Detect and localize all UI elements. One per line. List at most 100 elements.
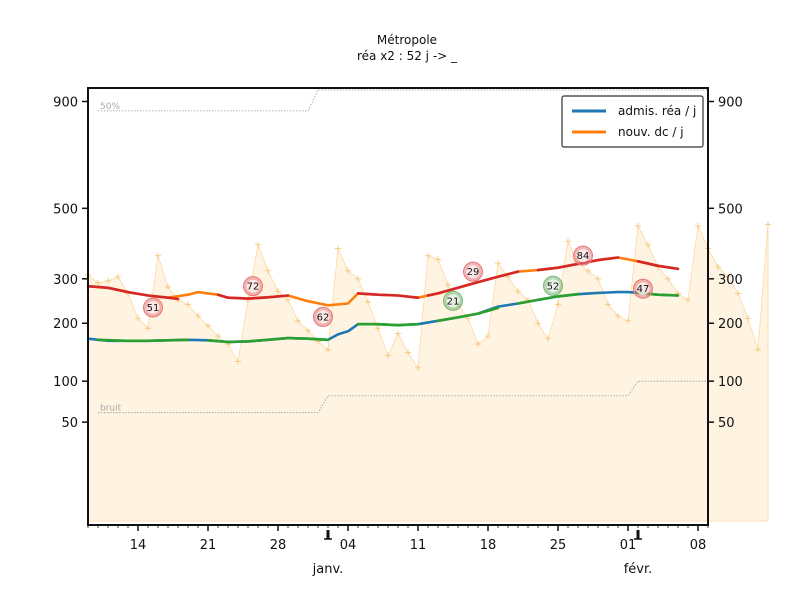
annotation-label: 62	[317, 312, 330, 323]
reference-line-bruit	[98, 380, 708, 414]
daily-point	[185, 301, 191, 308]
daily-point	[375, 325, 381, 332]
daily-point	[145, 325, 151, 332]
month-label: févr.	[624, 562, 653, 577]
chart-title: Métropole	[377, 33, 437, 47]
trend-segment	[356, 322, 420, 327]
daily-point	[405, 349, 411, 356]
daily-point	[735, 290, 741, 297]
daily-point	[385, 352, 391, 359]
annotation-label: 84	[577, 251, 590, 262]
reference-label-bruit: bruit	[100, 404, 122, 414]
trend-segment	[436, 306, 500, 323]
daily-point	[545, 335, 551, 342]
daily-point	[475, 341, 481, 348]
chart-subtitle: réa x2 : 52 j -> _	[357, 49, 458, 63]
daily-point	[325, 346, 331, 353]
annotation-badge: 52	[543, 275, 563, 296]
x-tick-label: 28	[270, 538, 287, 553]
daily-point	[645, 241, 651, 248]
x-tick-label: 21	[200, 538, 217, 553]
daily-point	[215, 333, 221, 340]
daily-point	[725, 273, 731, 280]
trend-segment	[86, 284, 180, 301]
trend-segment	[356, 292, 420, 299]
x-tick-label: 04	[340, 538, 357, 553]
daily-point	[765, 221, 771, 228]
y-tick-label-right: 100	[718, 375, 743, 390]
daily-point	[605, 301, 611, 308]
daily-point	[205, 322, 211, 329]
plot-area: 50% bruit 51 72 62 21 29 52 84 47 50 50 100 100 200 200…	[53, 87, 771, 577]
annotation-badge: 47	[633, 278, 653, 299]
y-tick-label-right: 900	[718, 95, 743, 110]
trend-segment	[636, 260, 680, 271]
daily-point	[635, 223, 641, 230]
annotation-label: 47	[637, 284, 650, 295]
daily-point	[355, 275, 361, 282]
daily-point	[95, 279, 101, 286]
legend-box	[561, 95, 704, 148]
annotation-circle-inner	[446, 294, 460, 308]
daily-point	[415, 364, 421, 371]
x-tick-label: 18	[480, 538, 497, 553]
daily-point	[265, 267, 271, 274]
annotation-circle-inner	[146, 301, 160, 315]
daily-point	[535, 320, 541, 327]
trend-segment	[516, 292, 580, 305]
daily-point	[665, 275, 671, 282]
annotation-badge: 21	[443, 290, 463, 311]
annotation-label: 29	[467, 267, 480, 278]
daily-point	[485, 333, 491, 340]
daily-point	[445, 281, 451, 288]
x-tick-label: 14	[130, 538, 147, 553]
month-label: janv.	[312, 562, 344, 577]
reference-line-50%	[98, 89, 708, 112]
daily-point	[715, 263, 721, 270]
trend-segment	[426, 270, 520, 297]
y-tick-label-left: 900	[53, 95, 78, 110]
y-tick-label-left: 500	[53, 202, 78, 217]
annotation-circle-inner	[466, 265, 480, 279]
y-tick-label-right: 50	[718, 416, 735, 431]
x-tick-label: 08	[690, 538, 707, 553]
daily-point	[115, 273, 121, 280]
annotation-badge: 84	[573, 245, 593, 266]
trend-segment	[206, 336, 330, 344]
daily-point	[105, 277, 111, 284]
daily-point	[165, 284, 171, 291]
annotation-circle-inner	[636, 282, 650, 296]
daily-point	[615, 312, 621, 319]
annotation-circle-inner	[246, 279, 260, 293]
daily-point	[155, 252, 161, 259]
annotation-circle-inner	[546, 279, 560, 293]
daily-area	[87, 224, 769, 522]
daily-point	[695, 223, 701, 230]
annotation-badge: 29	[463, 261, 483, 282]
annotation-badge: 51	[143, 297, 163, 318]
daily-point	[555, 301, 561, 308]
y-tick-label-left: 100	[53, 375, 78, 390]
annotation-badge: 62	[313, 306, 333, 327]
y-tick-label-right: 200	[718, 317, 743, 332]
legend-label-reanimation: admis. réa / j	[618, 104, 696, 118]
daily-point	[345, 267, 351, 274]
daily-point	[285, 296, 291, 303]
daily-point	[565, 238, 571, 245]
annotation-label: 72	[247, 282, 260, 293]
daily-point	[595, 275, 601, 282]
trend-segment	[216, 293, 290, 300]
daily-point	[515, 288, 521, 295]
daily-point	[235, 358, 241, 365]
daily-point	[275, 288, 281, 295]
annotation-circle-inner	[316, 310, 330, 324]
daily-point	[495, 260, 501, 267]
daily-point	[295, 317, 301, 324]
reference-label-50%: 50%	[100, 102, 120, 112]
daily-point	[135, 315, 141, 322]
trend-segment	[96, 338, 190, 343]
daily-point	[685, 296, 691, 303]
daily-point	[335, 245, 341, 252]
daily-point	[625, 317, 631, 324]
